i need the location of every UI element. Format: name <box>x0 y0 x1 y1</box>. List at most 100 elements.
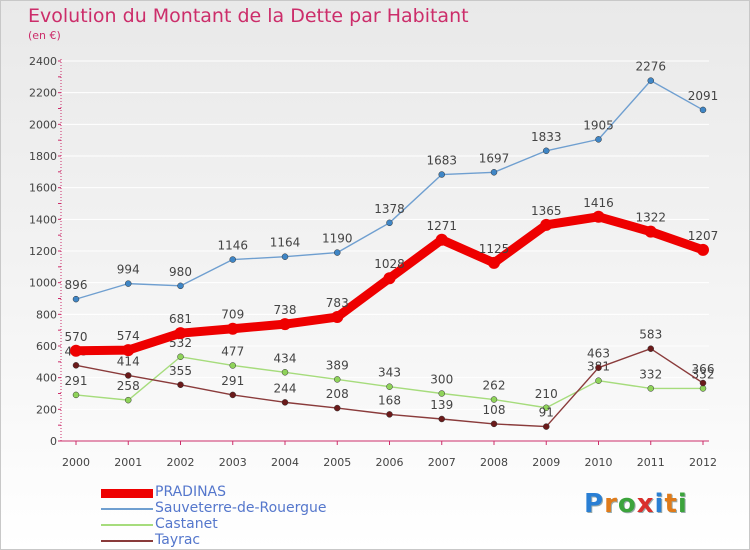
data-label-sauveterre-de-rouergue: 2091 <box>688 89 719 103</box>
data-label-sauveterre-de-rouergue: 2276 <box>635 60 666 74</box>
data-point-castanet <box>543 404 550 411</box>
data-point-pradinas <box>644 225 657 238</box>
x-tick-label: 2006 <box>376 456 404 469</box>
y-tick-label: 2400 <box>29 55 57 68</box>
data-label-tayrac: 244 <box>274 381 297 395</box>
data-point-sauveterre-de-rouergue <box>281 253 289 260</box>
data-point-sauveterre-de-rouergue <box>72 295 80 303</box>
y-tick-label: 1000 <box>29 277 57 290</box>
data-label-tayrac: 355 <box>169 364 192 378</box>
data-label-pradinas: 1125 <box>479 242 510 256</box>
data-point-sauveterre-de-rouergue <box>334 249 341 256</box>
x-tick-label: 2011 <box>637 456 665 469</box>
data-label-tayrac: 291 <box>221 374 244 388</box>
x-tick-label: 2010 <box>585 456 613 469</box>
data-point-sauveterre-de-rouergue <box>229 256 236 263</box>
data-point-tayrac <box>229 391 236 399</box>
y-tick-label: 1200 <box>29 245 57 258</box>
x-tick-label: 2009 <box>532 456 560 469</box>
data-point-tayrac <box>595 364 602 371</box>
y-tick-label: 2200 <box>29 87 57 100</box>
legend-swatch <box>101 524 153 526</box>
data-point-tayrac <box>125 372 132 379</box>
data-point-tayrac <box>490 420 498 428</box>
data-point-sauveterre-de-rouergue <box>125 280 132 287</box>
legend-label: PRADINAS <box>155 484 227 500</box>
data-point-tayrac <box>699 379 707 387</box>
data-label-castanet: 300 <box>430 373 453 387</box>
data-label-pradinas: 1416 <box>583 196 614 210</box>
x-tick-label: 2000 <box>62 456 90 469</box>
data-label-castanet: 258 <box>117 379 140 393</box>
legend-swatch <box>101 508 153 510</box>
data-label-pradinas: 570 <box>65 330 88 344</box>
data-point-castanet <box>699 385 707 392</box>
legend-label: Tayrac <box>155 532 201 548</box>
data-point-tayrac <box>334 404 341 412</box>
proxiti-logo: Proxiti <box>584 489 688 519</box>
data-point-castanet <box>386 383 393 390</box>
x-tick-label: 2001 <box>114 456 142 469</box>
data-point-pradinas <box>70 344 82 357</box>
data-label-pradinas: 1322 <box>635 211 666 225</box>
data-label-pradinas: 709 <box>221 308 244 322</box>
data-point-pradinas <box>331 311 344 324</box>
data-point-pradinas <box>122 344 135 357</box>
data-label-tayrac: 139 <box>430 398 453 412</box>
y-tick-label: 2000 <box>29 118 57 131</box>
y-tick-label: 1800 <box>29 150 57 163</box>
data-label-sauveterre-de-rouergue: 1164 <box>270 236 301 250</box>
data-point-castanet <box>177 353 184 361</box>
data-point-pradinas <box>174 327 187 340</box>
data-label-castanet: 332 <box>692 367 715 381</box>
data-label-castanet: 477 <box>221 344 244 358</box>
data-label-pradinas: 1028 <box>374 257 405 271</box>
x-tick-label: 2007 <box>428 456 456 469</box>
data-point-castanet <box>438 390 445 397</box>
data-point-tayrac <box>647 345 654 352</box>
data-label-sauveterre-de-rouergue: 1190 <box>322 232 353 246</box>
data-point-castanet <box>229 362 236 369</box>
data-label-sauveterre-de-rouergue: 994 <box>117 263 140 277</box>
data-label-sauveterre-de-rouergue: 896 <box>65 278 88 292</box>
data-point-sauveterre-de-rouergue <box>595 136 602 143</box>
legend-swatch <box>101 540 153 542</box>
data-label-pradinas: 1365 <box>531 204 562 218</box>
data-label-pradinas: 783 <box>326 296 349 310</box>
x-tick-label: 2004 <box>271 456 299 469</box>
y-tick-label: 1600 <box>29 182 57 195</box>
y-tick-label: 600 <box>36 340 57 353</box>
data-point-castanet <box>72 391 80 399</box>
legend-swatch <box>101 488 153 498</box>
data-point-castanet <box>334 376 341 383</box>
data-point-pradinas <box>488 256 500 269</box>
data-label-tayrac: 366 <box>692 362 715 376</box>
x-tick-label: 2008 <box>480 456 508 469</box>
data-label-pradinas: 738 <box>274 303 297 317</box>
data-label-sauveterre-de-rouergue: 1378 <box>374 202 405 216</box>
data-point-pradinas <box>435 233 448 246</box>
data-point-castanet <box>490 396 498 403</box>
data-label-tayrac: 414 <box>117 354 140 368</box>
data-label-castanet: 332 <box>639 367 662 381</box>
data-point-sauveterre-de-rouergue <box>438 171 445 178</box>
data-label-tayrac: 208 <box>326 387 349 401</box>
data-point-tayrac <box>438 415 445 423</box>
data-label-castanet: 262 <box>483 379 506 393</box>
data-point-castanet <box>125 396 132 404</box>
data-point-tayrac <box>177 381 184 389</box>
y-tick-label: 200 <box>36 403 57 416</box>
data-label-sauveterre-de-rouergue: 1146 <box>217 239 248 253</box>
data-label-tayrac: 463 <box>587 347 610 361</box>
data-point-pradinas <box>592 210 605 223</box>
data-label-castanet: 389 <box>326 358 349 372</box>
x-tick-label: 2012 <box>689 456 717 469</box>
data-label-pradinas: 1207 <box>688 229 719 243</box>
y-tick-label: 800 <box>36 308 57 321</box>
data-point-sauveterre-de-rouergue <box>543 147 550 155</box>
data-label-pradinas: 574 <box>117 329 140 343</box>
data-label-tayrac: 583 <box>639 328 662 342</box>
data-label-tayrac: 91 <box>539 406 554 420</box>
data-label-tayrac: 168 <box>378 393 401 407</box>
